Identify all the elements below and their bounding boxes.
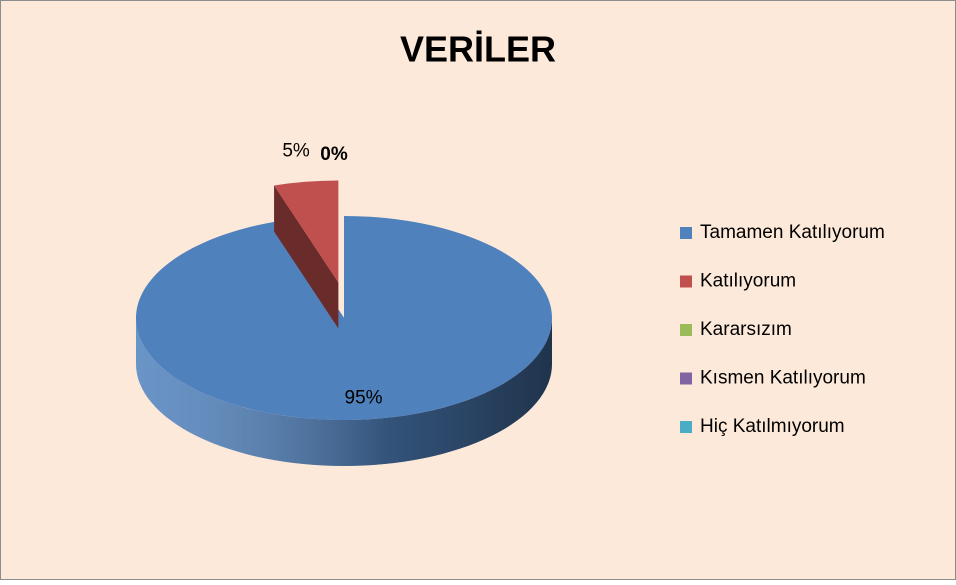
legend-swatch bbox=[680, 372, 692, 385]
chart-title: VERİLER bbox=[400, 29, 556, 70]
slice-top bbox=[135, 216, 552, 420]
legend-label: Kararsızım bbox=[700, 319, 792, 340]
legend-swatch bbox=[680, 275, 692, 288]
pie: 95% 5% 0% bbox=[135, 140, 552, 466]
slice-side-shade bbox=[274, 185, 339, 329]
legend: Tamamen Katılıyorum Katılıyorum Kararsızım… bbox=[680, 222, 885, 437]
legend-swatch bbox=[680, 324, 692, 336]
legend-label: Kısmen Katılıyorum bbox=[700, 368, 866, 389]
data-label: 95% bbox=[345, 387, 383, 408]
legend-label: Tamamen Katılıyorum bbox=[700, 222, 885, 243]
slice-side bbox=[274, 185, 339, 329]
legend-label: Hiç Katılmıyorum bbox=[700, 416, 845, 437]
data-label: 5% bbox=[282, 140, 310, 161]
legend-label: Katılıyorum bbox=[700, 271, 796, 292]
legend-swatch bbox=[680, 421, 692, 433]
slice-top bbox=[274, 180, 339, 283]
slice bbox=[135, 216, 552, 466]
data-label: 0% bbox=[320, 144, 348, 165]
slice bbox=[274, 180, 339, 329]
slice-wall-shade bbox=[136, 318, 552, 466]
legend-swatch bbox=[680, 227, 692, 239]
